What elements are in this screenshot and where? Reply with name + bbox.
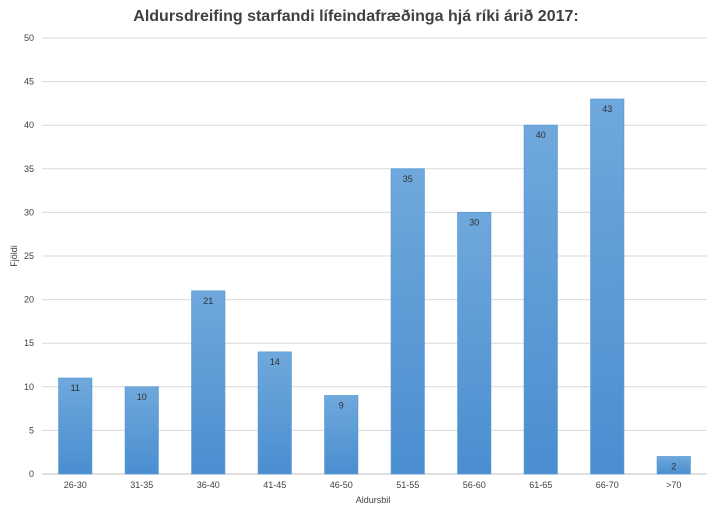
bar — [656, 456, 691, 475]
x-tick-label: >70 — [666, 480, 681, 490]
y-tick-label: 35 — [24, 164, 34, 174]
x-tick-label: 26-30 — [64, 480, 87, 490]
y-tick-label: 30 — [24, 207, 34, 217]
x-tick-label: 41-45 — [263, 480, 286, 490]
bar — [124, 386, 159, 475]
bar — [257, 351, 292, 475]
bar — [324, 395, 359, 475]
y-tick-label: 15 — [24, 338, 34, 348]
x-tick-label: 46-50 — [330, 480, 353, 490]
data-label: 9 — [339, 401, 344, 411]
x-tick-label: 56-60 — [463, 480, 486, 490]
x-tick-label: 36-40 — [197, 480, 220, 490]
y-tick-label: 10 — [24, 382, 34, 392]
y-tick-label: 45 — [24, 77, 34, 87]
bar — [523, 124, 558, 475]
x-tick-label: 61-65 — [529, 480, 552, 490]
x-tick-label: 66-70 — [596, 480, 619, 490]
data-label: 11 — [71, 383, 80, 393]
data-label: 2 — [671, 462, 676, 472]
y-tick-label: 50 — [24, 33, 34, 43]
y-tick-label: 40 — [24, 120, 34, 130]
chart-title: Aldursdreifing starfandi lífeindafræðing… — [133, 8, 578, 25]
data-label: 30 — [469, 217, 479, 227]
bar — [590, 98, 625, 475]
data-label: 43 — [602, 104, 612, 114]
bar — [457, 211, 492, 475]
y-tick-label: 0 — [29, 469, 34, 479]
y-tick-label: 5 — [29, 425, 34, 435]
data-label: 40 — [536, 130, 546, 140]
y-axis-ticks: 0 5 10 15 20 25 30 35 40 45 50 — [24, 33, 34, 479]
y-axis-label: Fjöldi — [9, 245, 19, 267]
y-tick-label: 25 — [24, 251, 34, 261]
bar — [58, 377, 93, 475]
bar — [191, 290, 226, 475]
data-label: 10 — [137, 392, 147, 402]
bar — [390, 168, 425, 475]
x-tick-label: 51-55 — [396, 480, 419, 490]
x-axis-label: Aldursbil — [356, 495, 391, 505]
data-label: 21 — [203, 296, 213, 306]
data-label: 14 — [270, 357, 280, 367]
x-axis-ticks: 26-30 31-35 36-40 41-45 46-50 51-55 56-60 61-65… — [64, 480, 682, 490]
x-tick-label: 31-35 — [130, 480, 153, 490]
data-label: 35 — [403, 174, 413, 184]
y-tick-label: 20 — [24, 295, 34, 305]
bars: 11 10 21 14 9 35 30 40 43 2 — [58, 98, 691, 475]
